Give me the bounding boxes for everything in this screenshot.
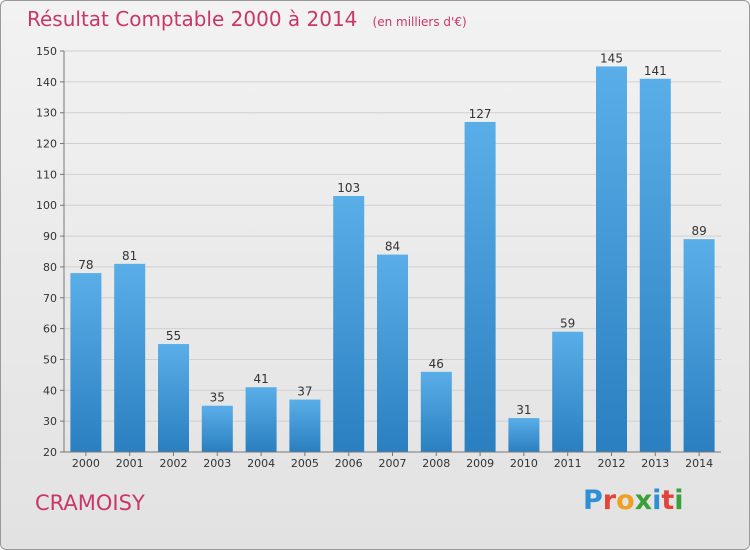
chart-unit: (en milliers d'€) — [372, 15, 467, 29]
data-label: 37 — [297, 385, 312, 399]
x-tick-label: 2005 — [291, 457, 319, 470]
x-tick-label: 2012 — [598, 457, 626, 470]
y-tick-label: 50 — [43, 353, 57, 366]
y-tick-label: 130 — [36, 107, 57, 120]
logo-letter: o — [616, 485, 635, 516]
y-tick-label: 150 — [36, 45, 57, 58]
x-tick-label: 2007 — [379, 457, 407, 470]
data-label: 31 — [516, 403, 531, 417]
y-tick-label: 70 — [43, 292, 57, 305]
x-tick-label: 2010 — [510, 457, 538, 470]
y-tick-label: 100 — [36, 199, 57, 212]
x-tick-label: 2001 — [116, 457, 144, 470]
data-label: 103 — [337, 181, 360, 195]
data-label: 55 — [166, 329, 181, 343]
x-tick-label: 2011 — [554, 457, 582, 470]
y-tick-label: 40 — [43, 384, 57, 397]
y-tick-label: 140 — [36, 76, 57, 89]
logo-letter: x — [634, 485, 653, 516]
data-label: 145 — [600, 51, 623, 65]
data-label: 89 — [691, 224, 706, 238]
axes — [60, 50, 721, 456]
logo-letter: t — [661, 485, 675, 516]
data-label: 59 — [560, 317, 575, 331]
bar — [552, 331, 584, 452]
data-label: 46 — [429, 357, 444, 371]
bar — [596, 66, 627, 452]
chart-title: Résultat Comptable 2000 à 2014 — [27, 7, 358, 31]
data-label: 84 — [385, 240, 400, 254]
x-tick-label: 2006 — [335, 457, 363, 470]
x-tick-label: 2009 — [466, 457, 494, 470]
x-tick-label: 2013 — [641, 457, 669, 470]
logo-letter: P — [583, 485, 603, 516]
chart-title-block: Résultat Comptable 2000 à 2014 (en milli… — [27, 7, 467, 31]
bars — [70, 66, 715, 452]
x-tick-label: 2002 — [160, 457, 188, 470]
logo-letter: i — [674, 485, 684, 516]
proxiti-logo: Proxiti — [583, 485, 684, 516]
data-label: 78 — [78, 258, 93, 272]
bar — [420, 371, 452, 452]
bar — [639, 78, 671, 452]
y-tick-label: 20 — [43, 446, 57, 459]
data-label: 127 — [469, 107, 492, 121]
bar — [333, 195, 365, 452]
bar — [508, 418, 540, 452]
data-label: 41 — [253, 372, 268, 386]
y-tick-label: 30 — [43, 415, 57, 428]
commune-name: CRAMOISY — [35, 491, 145, 515]
bar — [377, 254, 408, 452]
x-tick-label: 2003 — [203, 457, 231, 470]
bar — [70, 273, 102, 452]
y-tick-label: 110 — [36, 168, 57, 181]
data-label: 141 — [644, 64, 667, 78]
bar — [114, 263, 146, 452]
x-tick-label: 2004 — [247, 457, 275, 470]
data-label: 35 — [210, 391, 225, 405]
y-tick-label: 60 — [43, 323, 57, 336]
logo-letter: i — [652, 485, 662, 516]
logo-letter: r — [602, 485, 617, 516]
bar — [201, 405, 233, 452]
labels: 20 30 40 50 60 70 80 90 100 110 120 130 140 150 78 2000… — [36, 45, 713, 470]
bar — [289, 399, 321, 452]
y-tick-label: 120 — [36, 138, 57, 151]
bar — [158, 344, 189, 452]
x-tick-label: 2014 — [685, 457, 713, 470]
data-label: 81 — [122, 249, 137, 263]
y-tick-label: 80 — [43, 261, 57, 274]
bar — [464, 121, 496, 452]
bar — [683, 239, 715, 452]
x-tick-label: 2000 — [72, 457, 100, 470]
x-tick-label: 2008 — [422, 457, 450, 470]
y-tick-label: 90 — [43, 230, 57, 243]
bar — [245, 387, 277, 452]
